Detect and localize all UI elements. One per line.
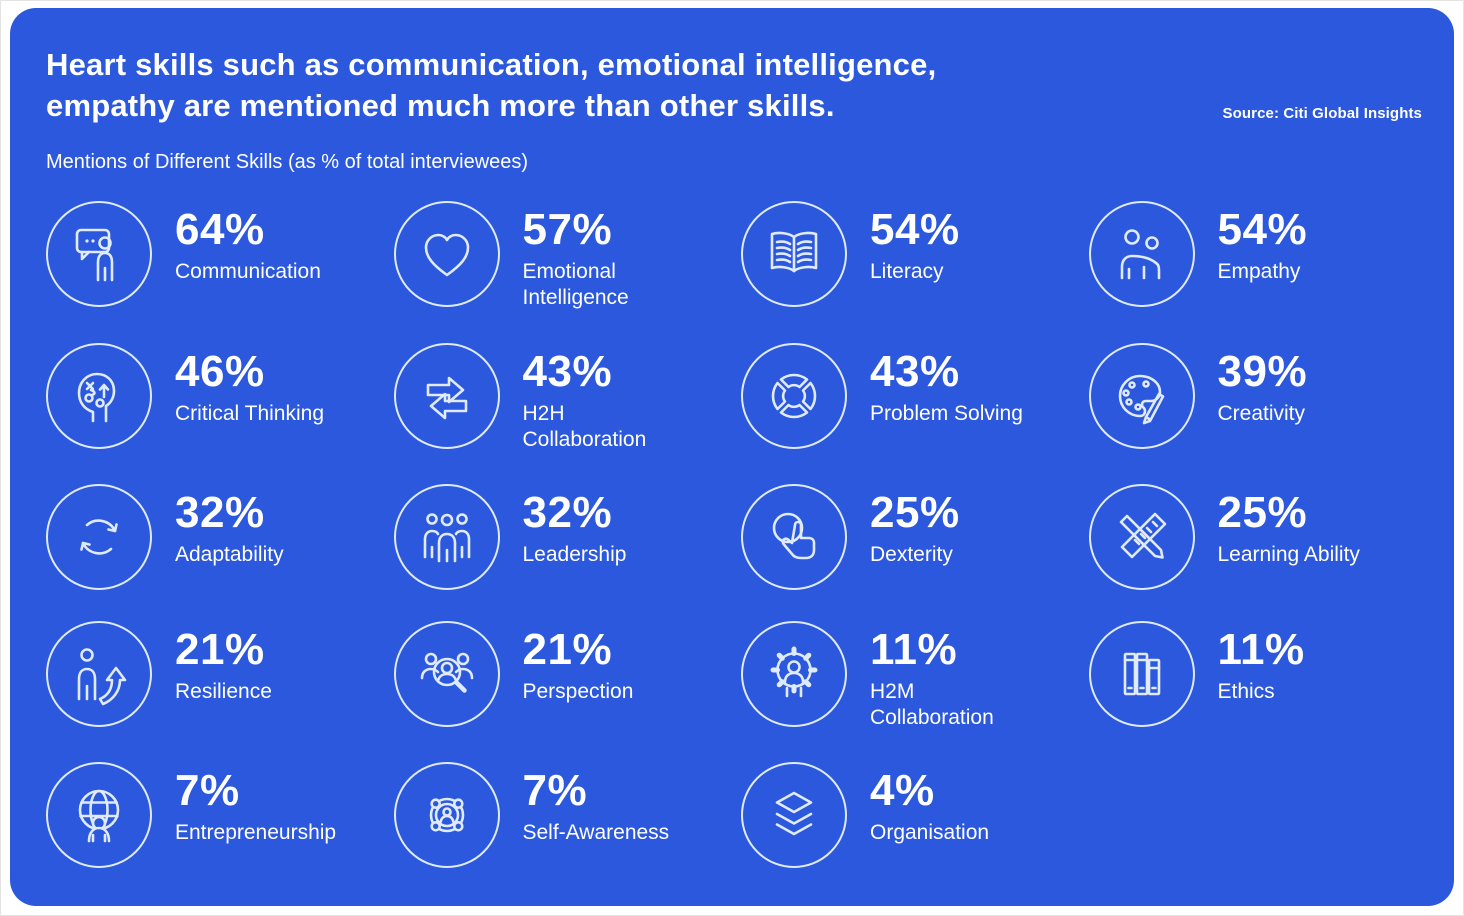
skill-critical-thinking: 46% Critical Thinking [46, 342, 382, 453]
skill-label: Empathy [1217, 260, 1301, 284]
skill-percent: 4% [870, 765, 935, 815]
skill-percent: 21% [522, 624, 613, 674]
skill-empathy: 54% Empathy [1088, 201, 1425, 311]
skill-label: Dexterity [870, 542, 953, 566]
skill-leadership: 32% Leadership [393, 483, 730, 590]
skill-communication: 64% Communication [46, 201, 382, 311]
skill-percent: 54% [870, 205, 960, 255]
pencil-ruler-icon [1088, 483, 1195, 590]
skill-problem-solving: 43% Problem Solving [741, 342, 1077, 453]
skill-emotional-intelligence: 57% Emotional Intelligence [393, 201, 730, 311]
skill-percent: 46% [175, 346, 265, 396]
books-icon [1088, 620, 1195, 727]
skill-label: Organisation [870, 820, 990, 844]
source-credit: Source: Citi Global Insights [1222, 105, 1422, 122]
open-book-icon [741, 201, 847, 308]
people-magnifier-icon [393, 620, 500, 727]
hand-touch-icon [741, 483, 847, 590]
skill-percent: 7% [522, 765, 588, 815]
page-title: Heart skills such as communication, emot… [46, 47, 937, 124]
skill-percent: 54% [1217, 205, 1308, 255]
skill-percent: 7% [175, 765, 240, 815]
skill-label: Emotional Intelligence [522, 260, 629, 310]
skill-percent: 43% [870, 346, 960, 396]
skill-label: Adaptability [175, 542, 284, 566]
skill-label: H2M Collaboration [870, 679, 994, 729]
skill-label: Communication [175, 260, 321, 284]
skill-label: Ethics [1217, 679, 1275, 703]
skill-organisation: 4% Organisation [741, 761, 1077, 868]
skill-percent: 25% [1217, 487, 1308, 537]
skills-grid: 64% Communication 57% Emotional Intelligen… [46, 201, 1425, 868]
skill-label: Creativity [1217, 401, 1306, 425]
skill-percent: 25% [870, 487, 960, 537]
skill-learning-ability: 25% Learning Ability [1088, 483, 1425, 590]
infographic-card: Heart skills such as communication, emot… [10, 8, 1454, 906]
skill-creativity: 39% Creativity [1088, 342, 1425, 453]
critical-thinking-icon [46, 342, 152, 449]
skill-label: Entrepreneurship [175, 820, 337, 844]
skill-percent: 32% [522, 487, 613, 537]
gear-person-icon [741, 620, 847, 727]
skill-percent: 43% [522, 346, 613, 396]
skill-label: Resilience [175, 679, 272, 703]
puzzle-icon [741, 342, 847, 449]
skill-dexterity: 25% Dexterity [741, 483, 1077, 590]
skill-percent: 21% [175, 624, 265, 674]
empathy-icon [1088, 201, 1195, 308]
skill-percent: 11% [870, 624, 958, 674]
skill-perspection: 21% Perspection [393, 620, 730, 731]
skill-entrepreneurship: 7% Entrepreneurship [46, 761, 382, 868]
layers-icon [741, 761, 847, 868]
skill-percent: 11% [1217, 624, 1305, 674]
globe-person-icon [46, 761, 152, 868]
skill-ethics: 11% Ethics [1088, 620, 1425, 731]
skill-label: Self-Awareness [522, 820, 670, 844]
header: Heart skills such as communication, emot… [46, 44, 1424, 174]
skill-label: Literacy [870, 260, 944, 284]
skill-adaptability: 32% Adaptability [46, 483, 382, 590]
skill-label: Learning Ability [1217, 542, 1360, 566]
refresh-arrows-icon [46, 483, 152, 590]
skill-label: Problem Solving [870, 401, 1023, 425]
skill-label: Leadership [522, 542, 627, 566]
communication-icon [46, 201, 152, 308]
team-icon [393, 483, 500, 590]
palette-icon [1088, 342, 1195, 449]
person-growth-arrow-icon [46, 620, 152, 727]
skill-label: Perspection [522, 679, 634, 703]
skill-percent: 39% [1217, 346, 1308, 396]
chart-subtitle: Mentions of Different Skills (as % of to… [46, 151, 529, 174]
skill-h2m-collaboration: 11% H2M Collaboration [741, 620, 1077, 731]
network-person-icon [393, 761, 500, 868]
skill-literacy: 54% Literacy [741, 201, 1077, 311]
skill-h2h-collaboration: 43% H2H Collaboration [393, 342, 730, 453]
skill-resilience: 21% Resilience [46, 620, 382, 731]
skill-percent: 32% [175, 487, 265, 537]
skill-self-awareness: 7% Self-Awareness [393, 761, 730, 868]
heart-icon [393, 201, 500, 308]
skill-percent: 57% [522, 205, 613, 255]
skill-label: Critical Thinking [175, 401, 324, 425]
arrows-exchange-icon [393, 342, 500, 449]
skill-percent: 64% [175, 205, 265, 255]
skill-label: H2H Collaboration [522, 401, 647, 451]
